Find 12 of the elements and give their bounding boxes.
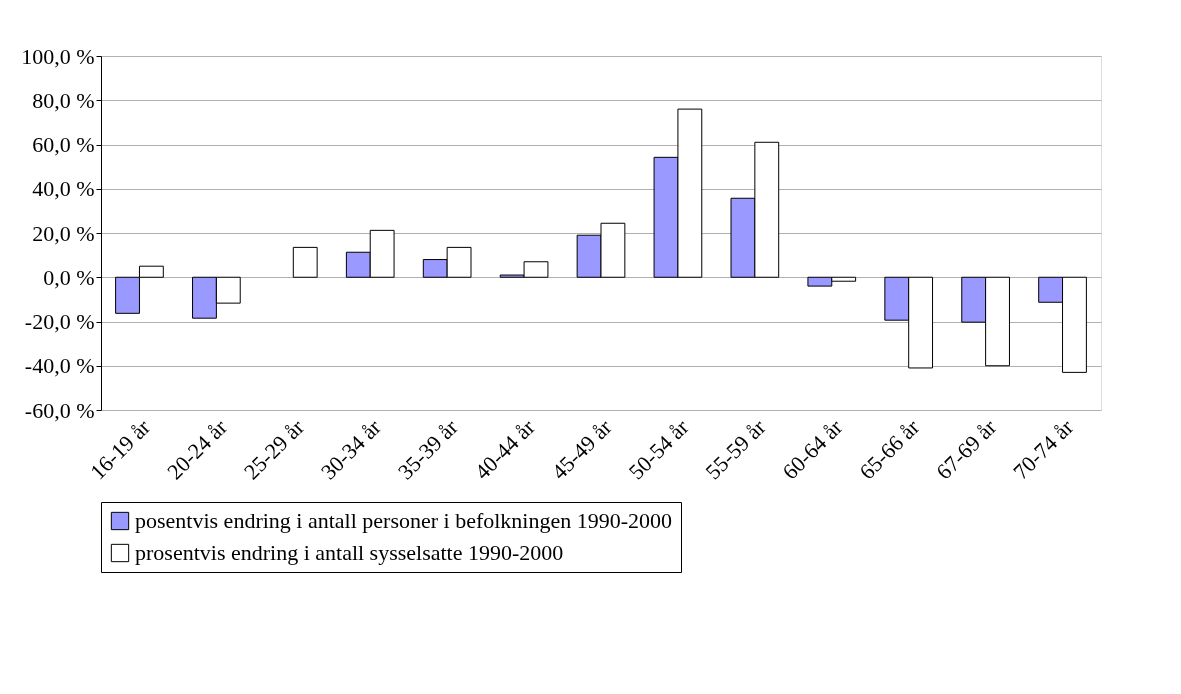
legend-label: posentvis endring i antall personer i befolkningen 1990-2000 (135, 508, 673, 533)
y-tick-label: 20,0 % (32, 220, 95, 246)
bar (292, 246, 318, 278)
y-tick-label: -60,0 % (24, 397, 95, 423)
y-tick-label: 100,0 % (21, 43, 95, 69)
y-tick-label: 0,0 % (43, 264, 95, 290)
legend-label: prosentvis endring i antall sysselsatte 1990-2000 (135, 540, 564, 565)
y-tick-label: -40,0 % (24, 353, 95, 379)
y-tick-label: -20,0 % (24, 309, 95, 334)
y-tick-label: 40,0 % (32, 176, 95, 202)
y-tick-label: 80,0 % (32, 87, 95, 113)
y-tick-label: 60,0 % (32, 132, 95, 157)
